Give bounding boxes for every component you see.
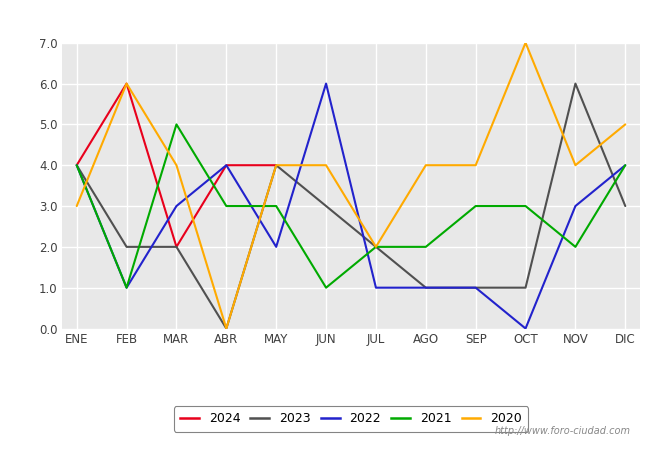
2021 [522, 203, 530, 209]
2023 [73, 162, 81, 168]
Line: 2020: 2020 [77, 43, 625, 328]
2023 [522, 285, 530, 290]
2022 [621, 162, 629, 168]
2022 [123, 285, 131, 290]
2021 [621, 162, 629, 168]
2022 [422, 285, 430, 290]
2020 [73, 203, 81, 209]
2020 [522, 40, 530, 45]
2021 [571, 244, 579, 250]
2023 [272, 162, 280, 168]
2024 [222, 162, 230, 168]
2023 [322, 203, 330, 209]
2021 [222, 203, 230, 209]
2020 [621, 122, 629, 127]
2023 [621, 203, 629, 209]
2021 [372, 244, 380, 250]
2021 [322, 285, 330, 290]
2020 [272, 162, 280, 168]
2024 [73, 162, 81, 168]
2022 [272, 244, 280, 250]
2022 [372, 285, 380, 290]
2023 [571, 81, 579, 86]
2020 [571, 162, 579, 168]
2022 [322, 81, 330, 86]
2023 [372, 244, 380, 250]
2022 [571, 203, 579, 209]
2022 [73, 162, 81, 168]
2023 [172, 244, 180, 250]
Line: 2022: 2022 [77, 84, 625, 328]
2023 [123, 244, 131, 250]
2021 [73, 162, 81, 168]
Legend: 2024, 2023, 2022, 2021, 2020: 2024, 2023, 2022, 2021, 2020 [174, 406, 528, 432]
2020 [322, 162, 330, 168]
2023 [422, 285, 430, 290]
2020 [422, 162, 430, 168]
2024 [172, 244, 180, 250]
Line: 2023: 2023 [77, 84, 625, 328]
Line: 2021: 2021 [77, 124, 625, 288]
2020 [372, 244, 380, 250]
2024 [272, 162, 280, 168]
2022 [172, 203, 180, 209]
2020 [472, 162, 480, 168]
2022 [472, 285, 480, 290]
2022 [222, 162, 230, 168]
2020 [222, 326, 230, 331]
Line: 2024: 2024 [77, 84, 276, 247]
2024 [123, 81, 131, 86]
2021 [422, 244, 430, 250]
Text: Matriculaciones de Vehiculos en Dodro: Matriculaciones de Vehiculos en Dodro [164, 10, 486, 28]
2021 [123, 285, 131, 290]
2023 [472, 285, 480, 290]
2021 [272, 203, 280, 209]
2021 [172, 122, 180, 127]
Text: http://www.foro-ciudad.com: http://www.foro-ciudad.com [495, 427, 630, 436]
2021 [472, 203, 480, 209]
2023 [222, 326, 230, 331]
2020 [123, 81, 131, 86]
2020 [172, 162, 180, 168]
2022 [522, 326, 530, 331]
